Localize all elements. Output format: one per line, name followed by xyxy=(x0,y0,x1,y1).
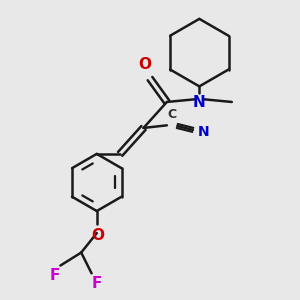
Text: C: C xyxy=(167,108,177,122)
Text: O: O xyxy=(138,57,151,72)
Text: O: O xyxy=(92,228,105,243)
Text: N: N xyxy=(198,125,210,139)
Text: F: F xyxy=(92,276,102,291)
Text: N: N xyxy=(193,95,206,110)
Text: F: F xyxy=(50,268,60,283)
